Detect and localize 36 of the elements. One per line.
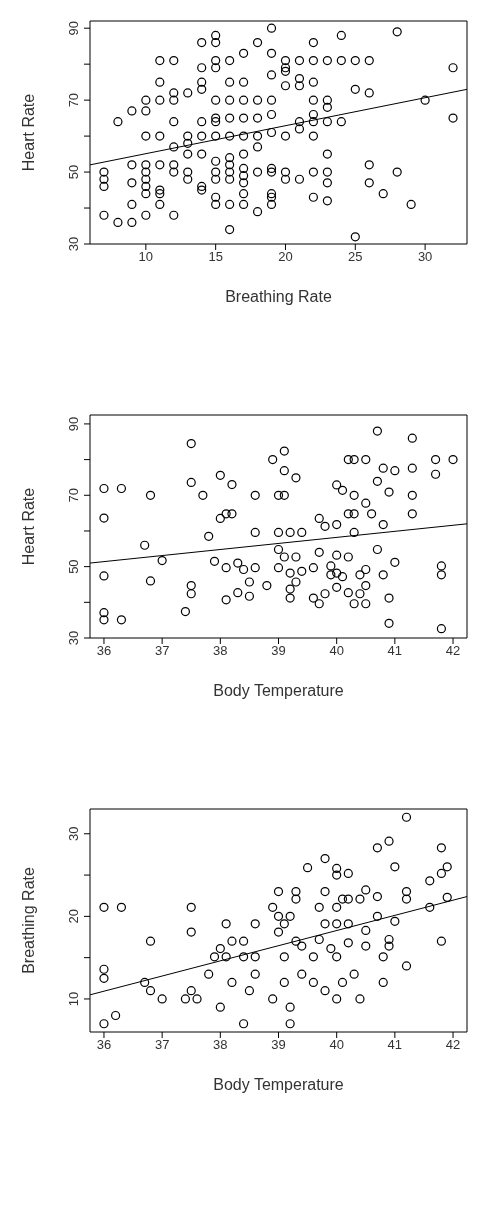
x-tick-label: 37	[154, 643, 170, 659]
y-axis-title: Heart Rate	[19, 487, 37, 566]
x-tick-label: 42	[445, 1037, 461, 1053]
x-tick-label: 20	[278, 249, 293, 265]
y-tick-label: 50	[66, 164, 81, 180]
x-tick-label: 41	[387, 1037, 403, 1053]
x-tick-label: 15	[208, 249, 223, 265]
x-tick-label: 40	[329, 643, 344, 659]
y-axis-title: Heart Rate	[19, 93, 37, 172]
x-tick-label: 30	[417, 249, 433, 265]
y-tick-label: 30	[66, 826, 81, 842]
x-axis-title: Body Temperature	[213, 682, 344, 699]
y-tick-label: 30	[66, 236, 81, 252]
x-axis-title: Body Temperature	[213, 1076, 344, 1093]
y-tick-label: 70	[66, 92, 81, 108]
x-axis-title: Breathing Rate	[225, 288, 332, 305]
x-tick-label: 41	[387, 643, 403, 659]
x-tick-label: 36	[96, 643, 112, 659]
y-axis-title: Breathing Rate	[19, 867, 37, 974]
y-tick-label: 70	[66, 488, 81, 503]
x-tick-label: 42	[445, 643, 461, 659]
y-tick-label: 50	[66, 559, 81, 574]
x-tick-label: 37	[154, 1037, 170, 1053]
y-tick-label: 30	[66, 630, 81, 646]
x-tick-label: 39	[271, 1037, 286, 1053]
y-tick-label: 10	[66, 991, 81, 1007]
y-tick-label: 90	[66, 20, 81, 36]
y-tick-label: 90	[66, 416, 81, 432]
x-tick-label: 10	[138, 249, 154, 265]
x-tick-label: 40	[329, 1037, 344, 1053]
x-tick-label: 38	[213, 643, 228, 659]
x-tick-label: 36	[96, 1037, 112, 1053]
y-tick-label: 20	[66, 909, 81, 924]
x-tick-label: 38	[213, 1037, 228, 1053]
x-tick-label: 39	[271, 643, 286, 659]
x-tick-label: 25	[348, 249, 363, 265]
